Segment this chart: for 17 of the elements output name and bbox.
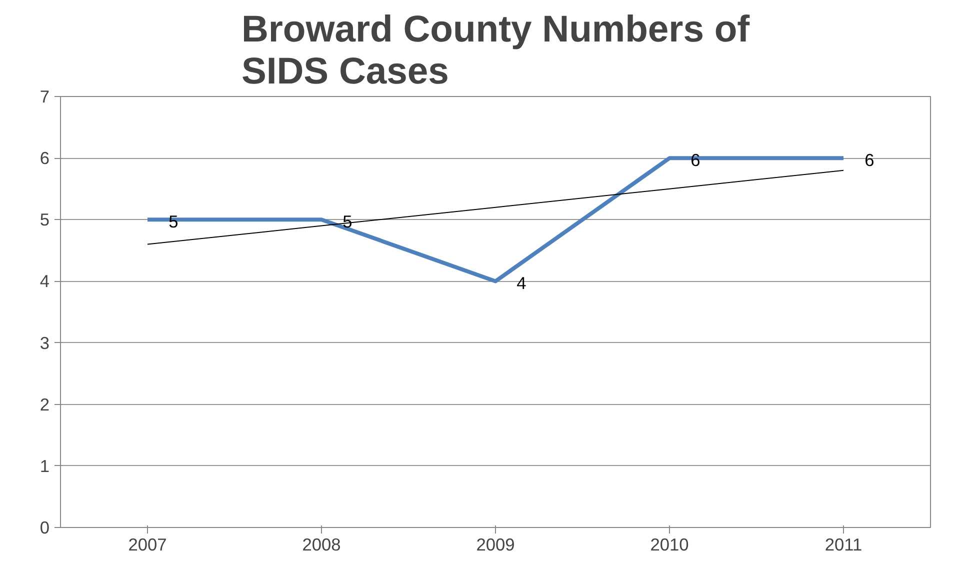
line-series bbox=[147, 170, 844, 245]
x-tick-label: 2008 bbox=[302, 534, 341, 554]
y-tick-label: 2 bbox=[40, 394, 50, 414]
chart-title: Broward County Numbers of SIDS Cases bbox=[241, 8, 750, 92]
x-tick-label: 2010 bbox=[650, 534, 689, 554]
x-tick-label: 2009 bbox=[476, 534, 515, 554]
data-label: 6 bbox=[864, 150, 874, 170]
y-tick-label: 6 bbox=[40, 148, 50, 168]
y-tick-label: 1 bbox=[40, 456, 50, 476]
x-tick-label: 2011 bbox=[824, 534, 862, 554]
y-tick-label: 3 bbox=[40, 332, 50, 353]
data-label: 4 bbox=[516, 273, 527, 294]
y-tick-label: 5 bbox=[40, 210, 50, 230]
y-tick-label: 7 bbox=[40, 86, 50, 106]
y-tick-label: 0 bbox=[40, 518, 50, 538]
x-tick-label: 2007 bbox=[128, 534, 167, 554]
y-tick-label: 4 bbox=[40, 271, 50, 292]
